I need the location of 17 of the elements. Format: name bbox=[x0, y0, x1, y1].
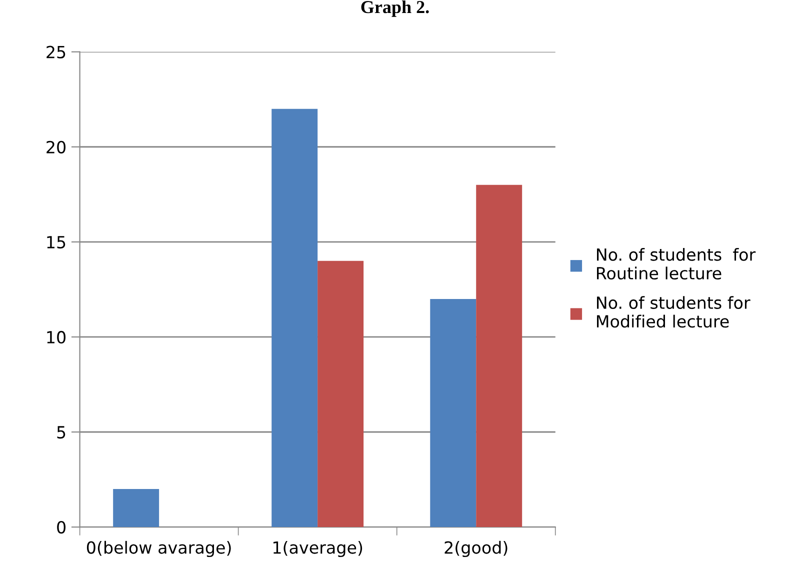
x-tick-label: 0(below avarage) bbox=[86, 540, 231, 558]
y-tick-label: 0 bbox=[57, 521, 66, 534]
bar bbox=[430, 298, 476, 528]
chart-title: Graph 2. bbox=[361, 0, 429, 17]
bar bbox=[272, 108, 318, 528]
legend-label: No. of students for Modified lecture bbox=[597, 296, 750, 328]
y-tick-label: 20 bbox=[46, 140, 66, 154]
bar bbox=[476, 184, 522, 528]
y-tick-label: 15 bbox=[47, 236, 66, 248]
x-tick-label: 2(good) bbox=[444, 540, 508, 558]
y-tick-label: 5 bbox=[57, 426, 66, 439]
bar bbox=[113, 489, 160, 528]
bar bbox=[318, 260, 364, 528]
y-tick-label: 25 bbox=[46, 46, 66, 58]
legend-label: No. of students for Routine lecture bbox=[597, 248, 756, 280]
x-tick-label: 1(average) bbox=[273, 540, 362, 558]
y-tick-label: 10 bbox=[47, 330, 66, 344]
